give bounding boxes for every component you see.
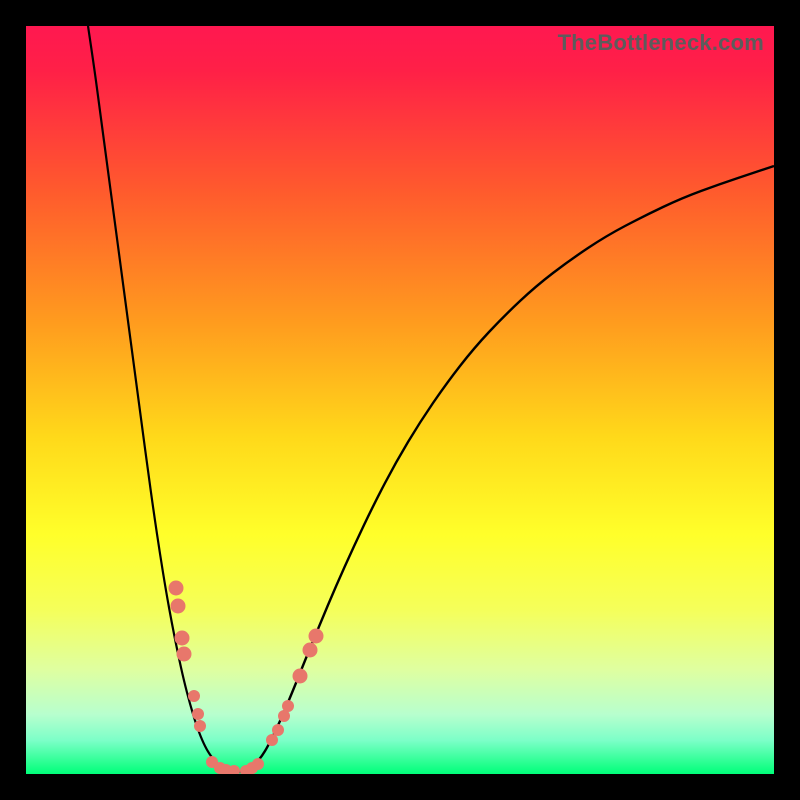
data-markers (169, 581, 324, 775)
data-point (177, 647, 192, 662)
data-point (192, 708, 204, 720)
data-point (175, 631, 190, 646)
chart-frame: TheBottleneck.com (0, 0, 800, 800)
data-point (188, 690, 200, 702)
data-point (266, 734, 278, 746)
left-curve (88, 26, 238, 772)
data-point (272, 724, 284, 736)
data-point (303, 643, 318, 658)
plot-area: TheBottleneck.com (26, 26, 774, 774)
data-point (282, 700, 294, 712)
data-point (293, 669, 308, 684)
data-point (169, 581, 184, 596)
right-curve (238, 166, 774, 772)
curves-layer (26, 26, 774, 774)
data-point (309, 629, 324, 644)
data-point (171, 599, 186, 614)
data-point (194, 720, 206, 732)
data-point (252, 758, 264, 770)
watermark-text: TheBottleneck.com (558, 30, 764, 56)
